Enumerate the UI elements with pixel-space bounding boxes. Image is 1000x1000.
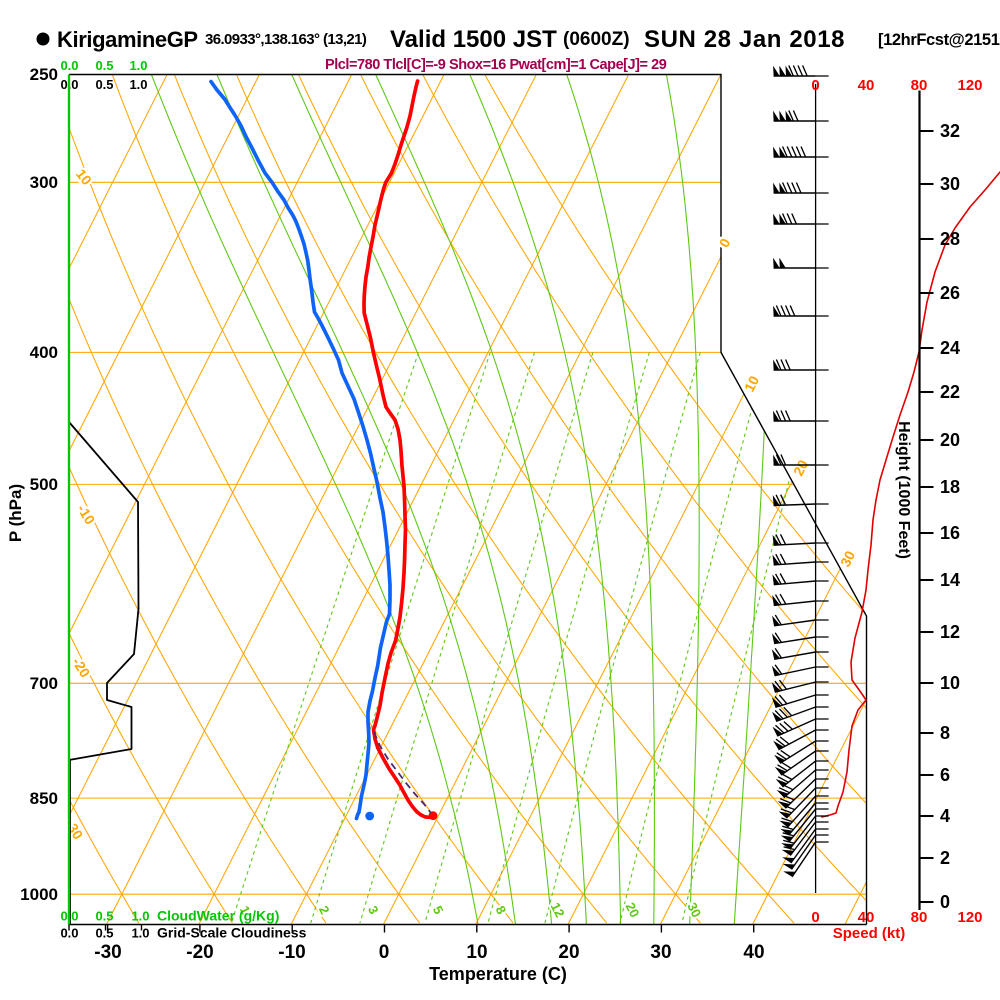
svg-text:16: 16: [940, 523, 960, 543]
svg-text:40: 40: [858, 77, 875, 94]
svg-text:40: 40: [743, 942, 764, 963]
svg-text:0: 0: [811, 77, 819, 94]
svg-text:18: 18: [940, 477, 960, 497]
svg-text:SUN 28 Jan 2018: SUN 28 Jan 2018: [644, 26, 845, 53]
svg-text:36.0933°,138.163° (13,21): 36.0933°,138.163° (13,21): [205, 31, 367, 48]
svg-text:6: 6: [940, 765, 950, 785]
svg-text:0: 0: [379, 942, 390, 963]
svg-text:8: 8: [940, 723, 950, 743]
svg-text:0.5: 0.5: [95, 909, 113, 924]
svg-text:500: 500: [30, 475, 58, 494]
svg-text:Grid-Scale Cloudiness: Grid-Scale Cloudiness: [157, 925, 307, 941]
svg-text:P (hPa): P (hPa): [6, 484, 25, 542]
svg-text:1.0: 1.0: [131, 909, 149, 924]
svg-text:CloudWater (g/Kg): CloudWater (g/Kg): [157, 908, 279, 924]
svg-text:120: 120: [957, 77, 982, 94]
svg-text:22: 22: [940, 382, 960, 402]
svg-text:-20: -20: [186, 942, 213, 963]
svg-text:0: 0: [811, 909, 819, 926]
svg-text:-10: -10: [278, 942, 305, 963]
svg-text:0: 0: [940, 892, 950, 912]
svg-text:2: 2: [940, 848, 950, 868]
svg-text:20: 20: [558, 942, 579, 963]
svg-text:KirigamineGP: KirigamineGP: [57, 27, 198, 52]
svg-text:26: 26: [940, 283, 960, 303]
svg-text:-30: -30: [94, 942, 121, 963]
svg-text:700: 700: [30, 674, 58, 693]
svg-text:Temperature (C): Temperature (C): [429, 964, 567, 984]
svg-text:120: 120: [957, 909, 982, 926]
svg-text:28: 28: [940, 229, 960, 249]
svg-text:80: 80: [911, 77, 928, 94]
svg-text:14: 14: [940, 570, 960, 590]
svg-text:24: 24: [940, 338, 960, 358]
svg-text:10: 10: [940, 673, 960, 693]
svg-text:1.0: 1.0: [131, 926, 149, 941]
svg-text:1.0: 1.0: [129, 58, 147, 73]
svg-text:Valid 1500 JST: Valid 1500 JST: [390, 26, 557, 53]
svg-text:12: 12: [940, 622, 960, 642]
svg-text:400: 400: [30, 343, 58, 362]
svg-text:0.5: 0.5: [95, 77, 113, 92]
svg-text:0.5: 0.5: [95, 926, 113, 941]
svg-text:300: 300: [30, 173, 58, 192]
svg-text:30: 30: [650, 942, 671, 963]
svg-text:Height (1000 Feet): Height (1000 Feet): [895, 421, 912, 559]
svg-text:30: 30: [940, 174, 960, 194]
svg-text:0.0: 0.0: [60, 58, 78, 73]
svg-text:[12hrFcst@2151z]: [12hrFcst@2151z]: [878, 31, 1000, 49]
svg-text:40: 40: [858, 909, 875, 926]
svg-text:0.0: 0.0: [60, 926, 78, 941]
svg-text:10: 10: [466, 942, 487, 963]
svg-text:Speed (kt): Speed (kt): [833, 925, 906, 942]
svg-text:32: 32: [940, 121, 960, 141]
svg-text:0.5: 0.5: [95, 58, 113, 73]
svg-text:250: 250: [30, 65, 58, 84]
svg-text:20: 20: [940, 430, 960, 450]
svg-text:80: 80: [911, 909, 928, 926]
svg-text:(0600Z): (0600Z): [563, 29, 630, 50]
svg-text:850: 850: [30, 789, 58, 808]
svg-text:1.0: 1.0: [129, 77, 147, 92]
svg-text:4: 4: [940, 806, 950, 826]
svg-text:Plcl=780 Tlcl[C]=-9 Shox=16 Pw: Plcl=780 Tlcl[C]=-9 Shox=16 Pwat[cm]=1 C…: [325, 57, 667, 73]
svg-text:1000: 1000: [20, 885, 58, 904]
